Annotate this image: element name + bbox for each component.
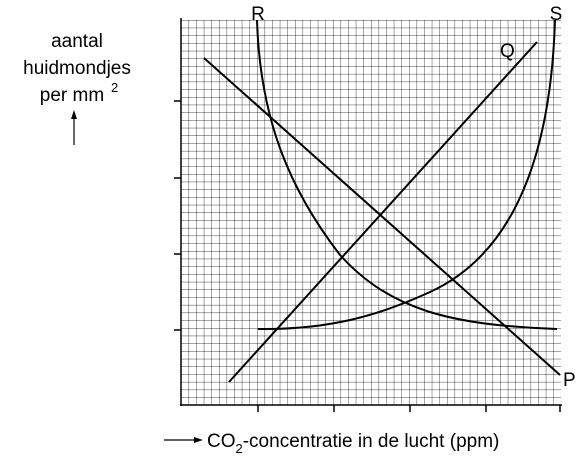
y-label-superscript: 2 — [111, 80, 118, 95]
y-label-line: per mm — [40, 85, 104, 106]
y-arrow — [71, 110, 77, 145]
y-label-line: aantal — [51, 31, 103, 52]
curve-s — [257, 19, 556, 331]
curves — [203, 19, 561, 383]
x-label-part: CO — [207, 431, 236, 452]
y-label-line: huidmondjes — [23, 58, 131, 79]
curve-r — [256, 19, 558, 330]
curve-label: Q — [500, 41, 515, 62]
x-arrow — [164, 437, 203, 443]
x-label: CO2-concentratie in de lucht (ppm) — [207, 431, 499, 456]
x-label-part: -concentratie in de lucht (ppm) — [243, 431, 500, 452]
axes — [174, 18, 562, 412]
x-label-subscript: 2 — [236, 441, 243, 456]
curve-label: R — [251, 4, 265, 25]
curve-q — [228, 41, 538, 383]
curve-label: S — [550, 4, 563, 25]
curve-label: P — [563, 370, 576, 391]
curve-p — [203, 57, 561, 376]
